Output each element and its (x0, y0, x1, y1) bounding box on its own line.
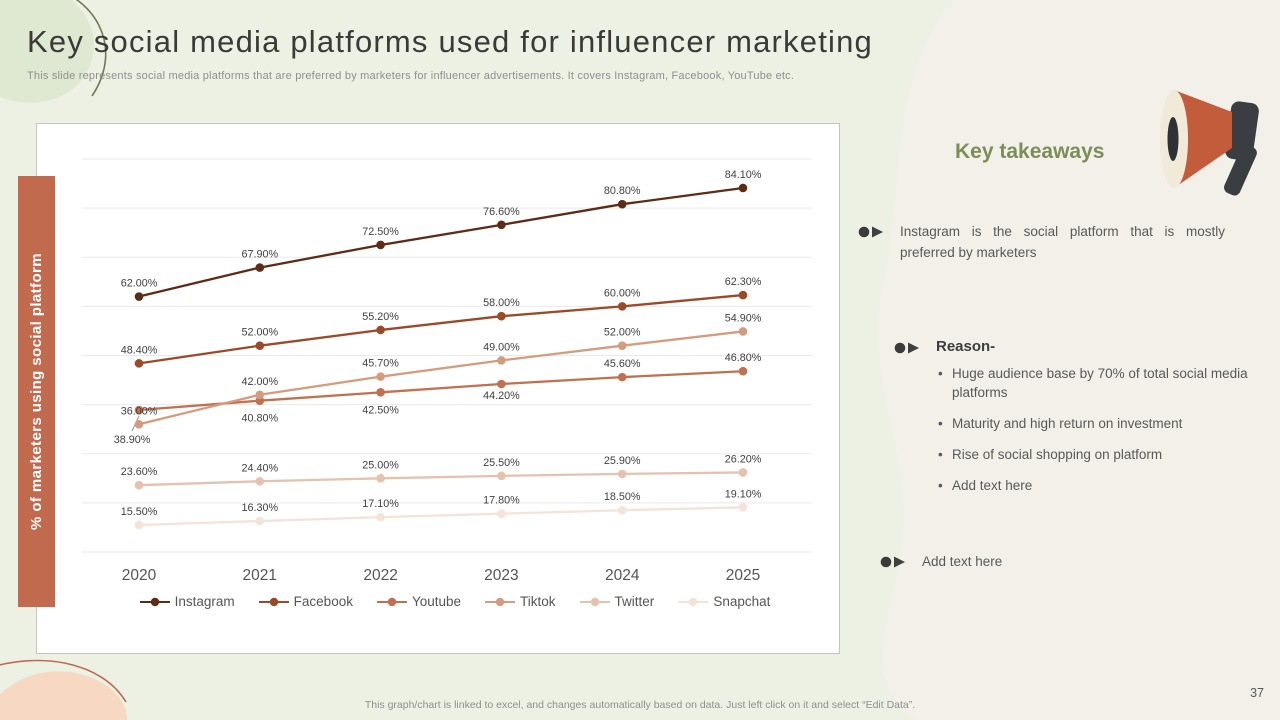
reason-list-item: Maturity and high return on investment (936, 415, 1266, 434)
svg-text:2025: 2025 (726, 567, 760, 584)
svg-text:54.90%: 54.90% (725, 312, 762, 324)
svg-text:2024: 2024 (605, 567, 640, 584)
legend-marker (678, 597, 709, 606)
y-axis-label: % of marketers using social platform (28, 253, 45, 530)
corner-blob-top-left-outline (75, 0, 107, 97)
takeaway-item: Instagram is the social platform that is… (858, 222, 1238, 264)
legend-label: Snapchat (713, 594, 771, 609)
svg-text:49.00%: 49.00% (483, 341, 520, 353)
svg-text:16.30%: 16.30% (241, 502, 278, 514)
svg-text:38.90%: 38.90% (114, 434, 151, 446)
legend-item-facebook: Facebook (258, 594, 353, 609)
page-title: Key social media platforms used for infl… (27, 24, 873, 59)
svg-text:2023: 2023 (484, 567, 518, 584)
svg-text:52.00%: 52.00% (604, 327, 641, 339)
svg-text:24.40%: 24.40% (241, 462, 278, 474)
svg-text:23.60%: 23.60% (121, 466, 158, 478)
svg-text:18.50%: 18.50% (604, 491, 641, 503)
svg-text:44.20%: 44.20% (483, 390, 520, 402)
svg-text:55.20%: 55.20% (362, 311, 399, 323)
svg-text:42.50%: 42.50% (362, 404, 399, 416)
svg-text:2020: 2020 (122, 567, 157, 584)
svg-text:58.00%: 58.00% (483, 297, 520, 309)
takeaways-title: Key takeaways (955, 140, 1105, 163)
svg-text:17.10%: 17.10% (362, 498, 399, 510)
legend-marker (139, 597, 170, 606)
legend-item-instagram: Instagram (139, 594, 235, 609)
legend-item-snapchat: Snapchat (678, 594, 770, 609)
svg-text:76.60%: 76.60% (483, 206, 520, 218)
takeaway-reason: Reason- Huge audience base by 70% of tot… (894, 338, 1264, 507)
megaphone-icon (1160, 90, 1259, 196)
chart-card[interactable]: 62.00% 67.90% 72.50% 76.60% 80.80% 84.10% 48.4… (36, 123, 840, 654)
takeaway-item: Add text here (880, 552, 1220, 573)
legend-marker (258, 597, 289, 606)
legend-item-tiktok: Tiktok (485, 594, 556, 609)
svg-text:25.50%: 25.50% (483, 457, 520, 469)
svg-text:17.80%: 17.80% (483, 495, 520, 507)
legend-label: Tiktok (520, 594, 556, 609)
svg-text:80.80%: 80.80% (604, 185, 641, 197)
arrow-bullet-icon (894, 342, 919, 354)
header: Key social media platforms used for infl… (27, 24, 1107, 82)
legend-label: Twitter (614, 594, 655, 609)
y-axis-label-bar: % of marketers using social platform (18, 176, 55, 607)
reason-list-item: Huge audience base by 70% of total socia… (936, 365, 1266, 403)
svg-text:45.60%: 45.60% (604, 358, 641, 370)
svg-text:26.20%: 26.20% (725, 453, 762, 465)
svg-text:15.50%: 15.50% (121, 506, 158, 518)
legend-marker (376, 597, 407, 606)
svg-text:25.90%: 25.90% (604, 455, 641, 467)
page-number: 37 (1250, 686, 1264, 700)
svg-text:19.10%: 19.10% (725, 488, 762, 500)
svg-text:2021: 2021 (243, 567, 277, 584)
legend-marker (485, 597, 516, 606)
svg-text:48.40%: 48.40% (121, 344, 158, 356)
svg-text:62.30%: 62.30% (725, 276, 762, 288)
svg-text:60.00%: 60.00% (604, 287, 641, 299)
svg-text:36.00%: 36.00% (121, 405, 158, 417)
svg-text:67.90%: 67.90% (241, 249, 278, 261)
takeaway-text: Add text here (922, 554, 1003, 569)
svg-text:84.10%: 84.10% (725, 169, 762, 181)
legend-item-twitter: Twitter (579, 594, 655, 609)
svg-text:25.00%: 25.00% (362, 459, 399, 471)
legend-label: Instagram (174, 594, 235, 609)
svg-text:40.80%: 40.80% (241, 413, 278, 425)
svg-text:52.00%: 52.00% (241, 327, 278, 339)
legend-label: Youtube (411, 594, 462, 609)
arrow-bullet-icon (858, 226, 883, 238)
svg-text:72.50%: 72.50% (362, 226, 399, 238)
svg-text:46.80%: 46.80% (725, 352, 762, 364)
svg-text:42.00%: 42.00% (241, 376, 278, 388)
footer-note: This graph/chart is linked to excel, and… (364, 699, 916, 711)
legend-label: Facebook (293, 594, 353, 609)
chart-legend: Instagram Facebook Youtube Tiktok Twitter Sna… (37, 594, 839, 609)
reason-title: Reason- (936, 338, 996, 355)
reason-list-item: Add text here (936, 477, 1266, 496)
line-chart[interactable]: 62.00% 67.90% 72.50% 76.60% 80.80% 84.10% 48.4… (37, 124, 839, 653)
corner-blob-bottom-left-outline (0, 659, 127, 703)
reason-list: Huge audience base by 70% of total socia… (936, 365, 1266, 495)
svg-text:2022: 2022 (363, 567, 397, 584)
arrow-bullet-icon (880, 556, 905, 568)
legend-marker (579, 597, 610, 606)
takeaway-text: Instagram is the social platform that is… (900, 224, 1225, 260)
reason-list-item: Rise of social shopping on platform (936, 446, 1266, 465)
corner-blob-bottom-left (0, 671, 128, 720)
svg-text:45.70%: 45.70% (362, 358, 399, 370)
corner-blob-top-left (0, 0, 94, 103)
svg-text:62.00%: 62.00% (121, 278, 158, 290)
legend-item-youtube: Youtube (376, 594, 462, 609)
page-subtitle: This slide represents social media platf… (27, 70, 795, 82)
